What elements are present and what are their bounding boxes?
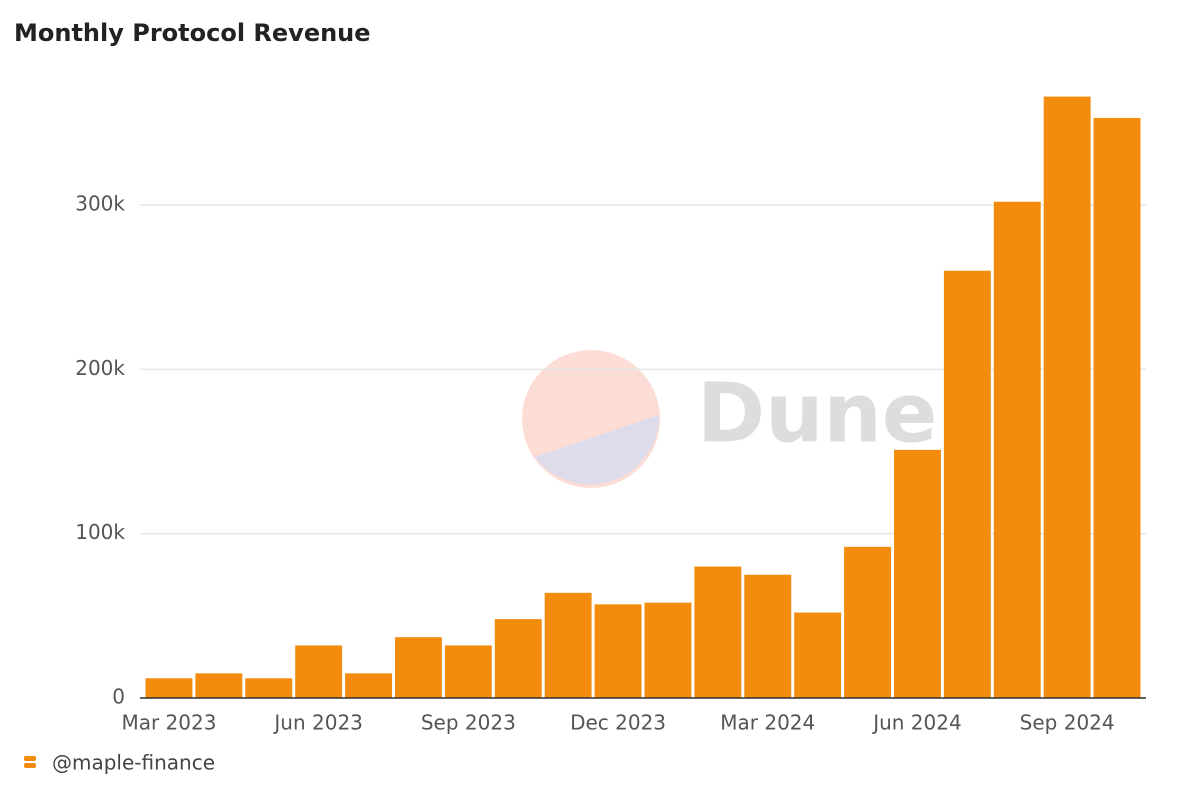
y-tick-label: 300k [75,192,125,216]
bar [644,602,692,698]
bar [395,637,442,698]
y-tick-label: 100k [75,520,125,544]
bar [694,566,742,698]
watermark: Dune [522,350,937,488]
bar [1093,117,1141,699]
bar [894,449,941,698]
x-tick-label: Jun 2024 [871,711,962,735]
bar [195,673,243,698]
chart-title: Monthly Protocol Revenue [14,19,371,47]
y-tick-label: 0 [112,685,125,709]
x-tick-label: Jun 2023 [272,711,363,735]
bar [345,673,392,698]
bar [494,619,542,698]
y-tick-label: 200k [75,356,125,380]
bar [844,546,891,698]
watermark-logo-lower [535,415,660,485]
bar [295,645,343,698]
bar [245,678,293,698]
bar [744,574,792,698]
source-label: @maple-finance [52,751,215,775]
source-icon [24,756,36,768]
x-tick-label: Mar 2024 [720,711,815,735]
bar [943,270,991,698]
x-tick-label: Mar 2023 [121,711,216,735]
bar [1043,96,1091,698]
x-tick-label: Sep 2024 [1020,711,1115,735]
bar [594,604,642,698]
x-tick-label: Dec 2023 [570,711,666,735]
bar [993,201,1041,698]
bar [794,612,842,698]
bar [145,678,193,698]
watermark-text: Dune [697,366,937,461]
x-tick-label: Sep 2023 [421,711,516,735]
bar [544,592,592,698]
bar [444,645,492,698]
